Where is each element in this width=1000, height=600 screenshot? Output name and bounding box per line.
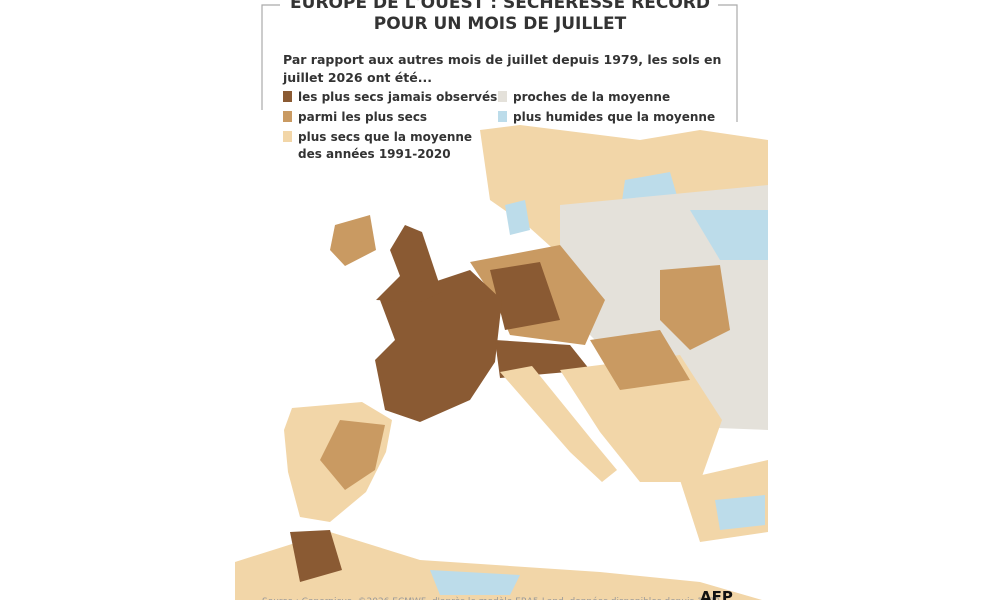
- region: [430, 570, 520, 595]
- frame-line: [718, 4, 738, 122]
- legend-swatch: [283, 131, 292, 142]
- legend-label: plus secs que la moyenne: [298, 130, 472, 144]
- region: [376, 225, 442, 302]
- legend-label: proches de la moyenne: [513, 90, 670, 104]
- legend-label: parmi les plus secs: [298, 110, 427, 124]
- region: [500, 366, 617, 482]
- logo: AFP: [700, 588, 733, 600]
- region: [590, 330, 690, 390]
- region: [560, 355, 722, 482]
- region: [330, 215, 376, 266]
- legend-swatch: [498, 111, 507, 122]
- legend-swatch: [283, 91, 292, 102]
- region: [320, 420, 385, 490]
- subtitle: juillet 2026 ont été...: [282, 70, 432, 85]
- region: [715, 495, 765, 530]
- region: [505, 200, 530, 235]
- region: [660, 265, 730, 350]
- frame: [261, 4, 738, 122]
- legend-swatch: [498, 91, 507, 102]
- title: EUROPE DE L'OUEST : SÉCHERESSE RECORD: [290, 0, 710, 13]
- legend-label: des années 1991-2020: [298, 147, 451, 161]
- region: [290, 530, 342, 582]
- region: [490, 262, 560, 330]
- title: POUR UN MOIS DE JUILLET: [374, 14, 627, 34]
- legend-label: plus humides que la moyenne: [513, 110, 715, 124]
- region: [375, 270, 502, 422]
- source: Source : Copernicus, ©2026 ECMWF, d'aprè…: [262, 596, 720, 600]
- subtitle: Par rapport aux autres mois de juillet d…: [283, 52, 721, 67]
- map: [235, 125, 768, 600]
- legend-label: les plus secs jamais observés: [298, 90, 497, 104]
- text-layer: EUROPE DE L'OUEST : SÉCHERESSE RECORDPOU…: [262, 0, 733, 600]
- region: [235, 532, 762, 600]
- frame-line: [261, 4, 280, 110]
- legend-swatch: [283, 111, 292, 122]
- region: [690, 210, 768, 260]
